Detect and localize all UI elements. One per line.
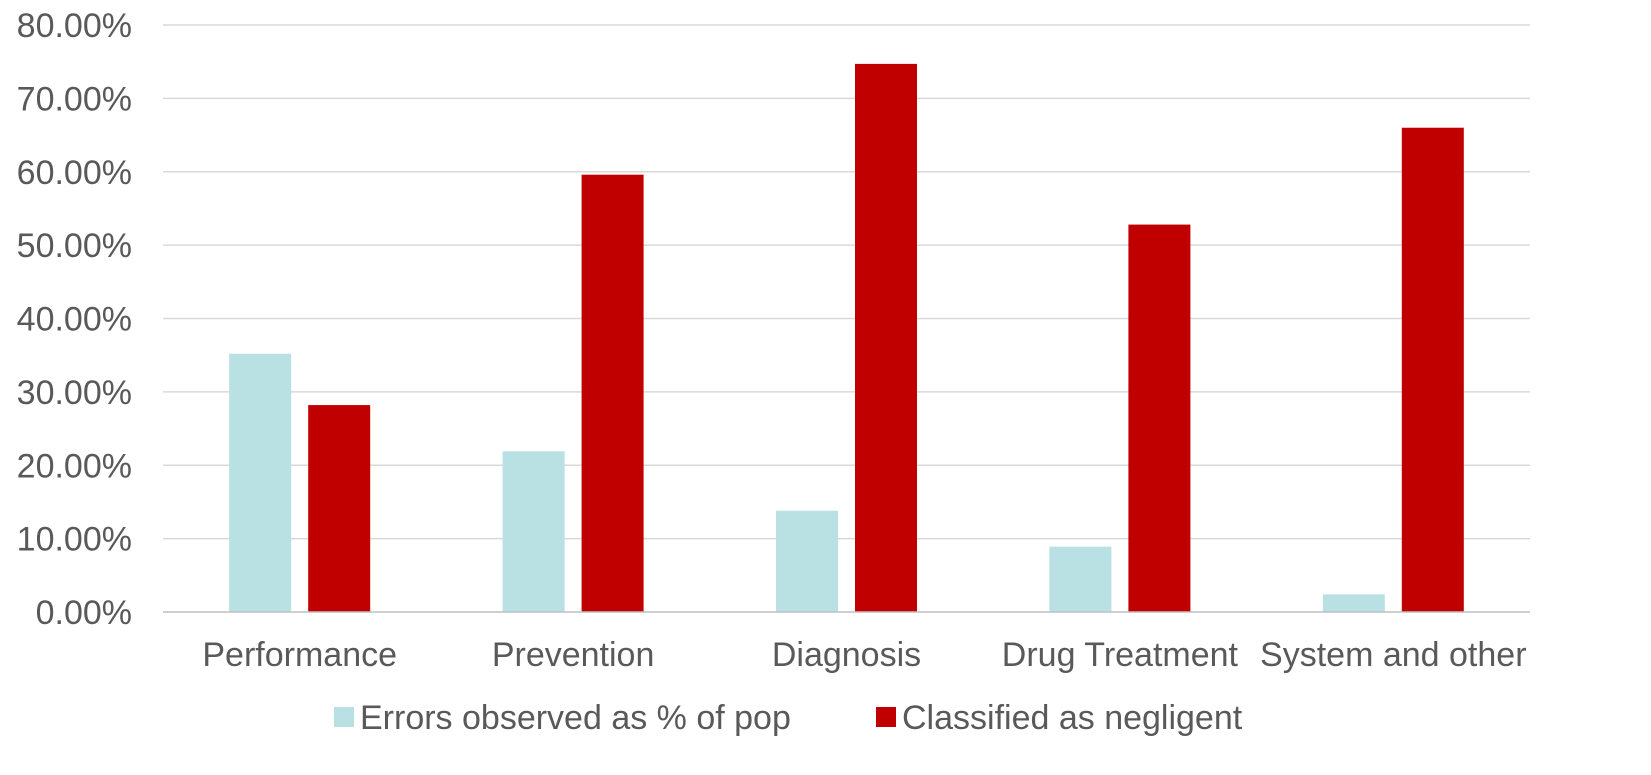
bar-errors-observed (502, 451, 565, 612)
y-tick-label: 70.00% (17, 80, 132, 118)
y-tick-label: 30.00% (17, 374, 132, 412)
x-category-label: Performance (202, 636, 397, 674)
bar-classified-negligent (1401, 127, 1464, 612)
y-axis-tick-labels: 0.00% 10.00% 20.00% 30.00% 40.00% 50.00% 60.00… (17, 7, 132, 632)
bar-classified-negligent (308, 405, 371, 612)
x-category-label: System and other (1260, 636, 1526, 674)
bars (229, 63, 1464, 613)
y-tick-label: 80.00% (17, 7, 132, 45)
bar-classified-negligent (1128, 224, 1191, 612)
y-tick-label: 60.00% (17, 154, 132, 192)
bar-errors-observed (776, 510, 838, 612)
y-tick-label: 50.00% (17, 227, 132, 265)
x-category-label: Drug Treatment (1002, 636, 1239, 674)
x-category-label: Prevention (492, 636, 655, 674)
bar-classified-negligent (581, 174, 644, 612)
y-tick-label: 0.00% (36, 594, 132, 632)
legend-swatch (334, 707, 354, 727)
bar-errors-observed (1322, 594, 1385, 612)
legend-swatch (876, 707, 896, 727)
legend-label: Errors observed as % of pop (360, 699, 791, 737)
y-tick-label: 10.00% (17, 521, 132, 559)
legend-label: Classified as negligent (902, 699, 1243, 737)
y-tick-label: 40.00% (17, 301, 132, 339)
x-category-label: Diagnosis (772, 636, 921, 674)
bar-classified-negligent (855, 63, 917, 613)
bar-errors-observed (1049, 546, 1112, 612)
bar-errors-observed (229, 353, 292, 612)
y-tick-label: 20.00% (17, 447, 132, 485)
x-axis-category-labels: Performance Prevention Diagnosis Drug Treat… (202, 636, 1526, 674)
legend: Errors observed as % of pop Classified as… (334, 699, 1243, 737)
gridlines (163, 24, 1530, 540)
